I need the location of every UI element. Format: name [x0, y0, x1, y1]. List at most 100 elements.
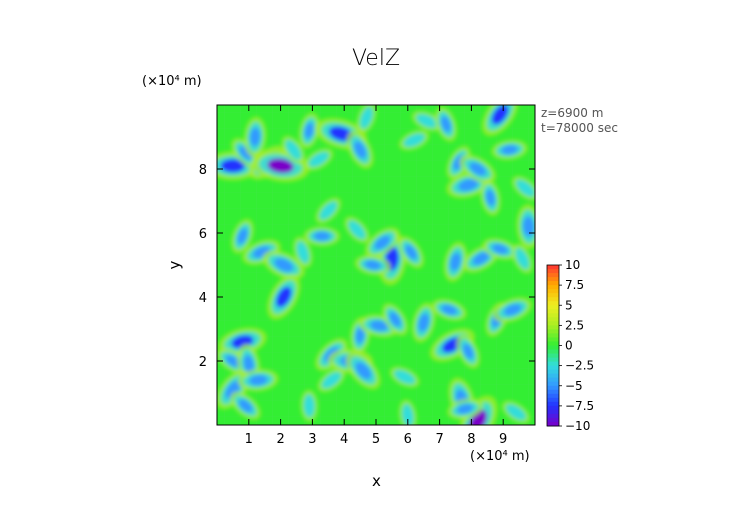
- x-tick-label: 2: [276, 432, 284, 447]
- x-axis: 1 2 3 4 5 6 7 8 9: [245, 105, 507, 447]
- colorbar: 10 7.5 5 2.5 0 −2.5 −5 −7.5 −10: [546, 258, 594, 433]
- field-core: [225, 355, 241, 367]
- field-core: [239, 146, 253, 160]
- colorbar-segment: [547, 361, 559, 367]
- field-core: [503, 303, 522, 316]
- colorbar-segment: [547, 265, 559, 270]
- colorbar-tick-label: 0: [565, 339, 573, 353]
- colorbar-segment: [547, 301, 559, 306]
- field-core: [519, 182, 532, 194]
- field-core: [298, 245, 308, 260]
- colorbar-segment: [547, 305, 559, 310]
- colorbar-segment: [547, 273, 559, 278]
- chart-title: VelZ: [351, 46, 401, 71]
- colorbar-segment: [547, 405, 559, 411]
- colorbar-segment: [547, 269, 559, 274]
- field-core: [220, 159, 246, 173]
- colorbar-tick-label: 10: [565, 258, 580, 272]
- field-core: [322, 204, 335, 217]
- colorbar-segment: [547, 293, 559, 298]
- x-tick-label: 5: [372, 432, 380, 447]
- field-core: [276, 286, 292, 308]
- colorbar-segment: [547, 389, 559, 395]
- field-core: [355, 327, 365, 344]
- colorbar-segment: [547, 377, 559, 383]
- field-core: [404, 244, 417, 260]
- y-tick-label: 8: [199, 163, 207, 178]
- field-core: [250, 127, 261, 147]
- field-core: [374, 235, 391, 250]
- colorbar-segment: [547, 385, 559, 391]
- colorbar-tick-label: −7.5: [565, 399, 594, 413]
- colorbar-segment: [547, 289, 559, 294]
- x-tick-label: 9: [499, 432, 507, 447]
- colorbar-segment: [547, 365, 559, 371]
- colorbar-segment: [547, 393, 559, 399]
- field-core: [462, 343, 474, 360]
- colorbar-segment: [547, 345, 559, 351]
- x-tick-label: 7: [435, 432, 443, 447]
- field-core: [418, 313, 430, 332]
- colorbar-segment: [547, 397, 559, 403]
- field-core: [509, 406, 523, 418]
- field-core: [353, 141, 367, 159]
- field-core: [456, 404, 474, 414]
- colorbar-segment: [547, 341, 559, 346]
- colorbar-segment: [547, 297, 559, 302]
- colorbar-segment: [547, 349, 559, 355]
- colorbar-segment: [547, 309, 559, 314]
- annotation-t: t=78000 sec: [541, 121, 618, 135]
- y-unit-label: (×10⁴ m): [142, 74, 202, 89]
- field-core: [304, 122, 315, 139]
- colorbar-segment: [547, 285, 559, 290]
- colorbar-segment: [547, 321, 559, 326]
- field-core: [491, 105, 509, 125]
- field-core: [441, 304, 458, 315]
- field-core: [469, 162, 487, 176]
- colorbar-segment: [547, 413, 559, 419]
- colorbar-segment: [547, 329, 559, 334]
- y-axis-label: y: [165, 260, 184, 270]
- field-core: [389, 311, 402, 327]
- y-axis: 2 4 6 8: [199, 163, 535, 370]
- field-core: [225, 380, 241, 399]
- colorbar-segment: [547, 353, 559, 359]
- colorbar-segment: [547, 333, 559, 338]
- colorbar-tick-label: 2.5: [565, 318, 584, 332]
- x-unit-label: (×10⁴ m): [470, 449, 530, 464]
- field-core: [472, 252, 490, 266]
- colorbar-segment: [547, 417, 559, 423]
- x-tick-label: 8: [467, 432, 475, 447]
- field-core: [312, 154, 326, 165]
- field-core: [237, 228, 248, 245]
- field-core: [325, 374, 338, 386]
- colorbar-segment: [547, 381, 559, 387]
- colorbar-segment: [547, 357, 559, 363]
- colorbar-segment: [547, 317, 559, 322]
- field-core: [249, 375, 268, 386]
- field-core: [238, 399, 253, 413]
- y-tick-label: 4: [199, 291, 207, 306]
- field-core: [403, 408, 412, 423]
- plot-area: [216, 104, 536, 426]
- field-core: [407, 135, 422, 145]
- colorbar-tick-label: −5: [565, 379, 583, 393]
- colorbar-segment: [547, 337, 559, 342]
- colorbar-segment: [547, 369, 559, 375]
- field-core: [243, 354, 255, 374]
- colorbar-segment: [547, 325, 559, 330]
- field-core: [522, 216, 535, 237]
- field-core: [305, 398, 314, 414]
- field-core: [450, 252, 461, 271]
- field-core: [501, 145, 518, 155]
- field-core: [361, 110, 372, 125]
- colorbar-tick-label: −2.5: [565, 359, 594, 373]
- field-core: [458, 178, 479, 192]
- x-tick-label: 1: [245, 432, 253, 447]
- field-core: [351, 223, 363, 236]
- field-core: [517, 251, 528, 266]
- colorbar-tick-label: 7.5: [565, 278, 584, 292]
- field-core: [419, 116, 434, 126]
- heatmap-field: [217, 105, 535, 425]
